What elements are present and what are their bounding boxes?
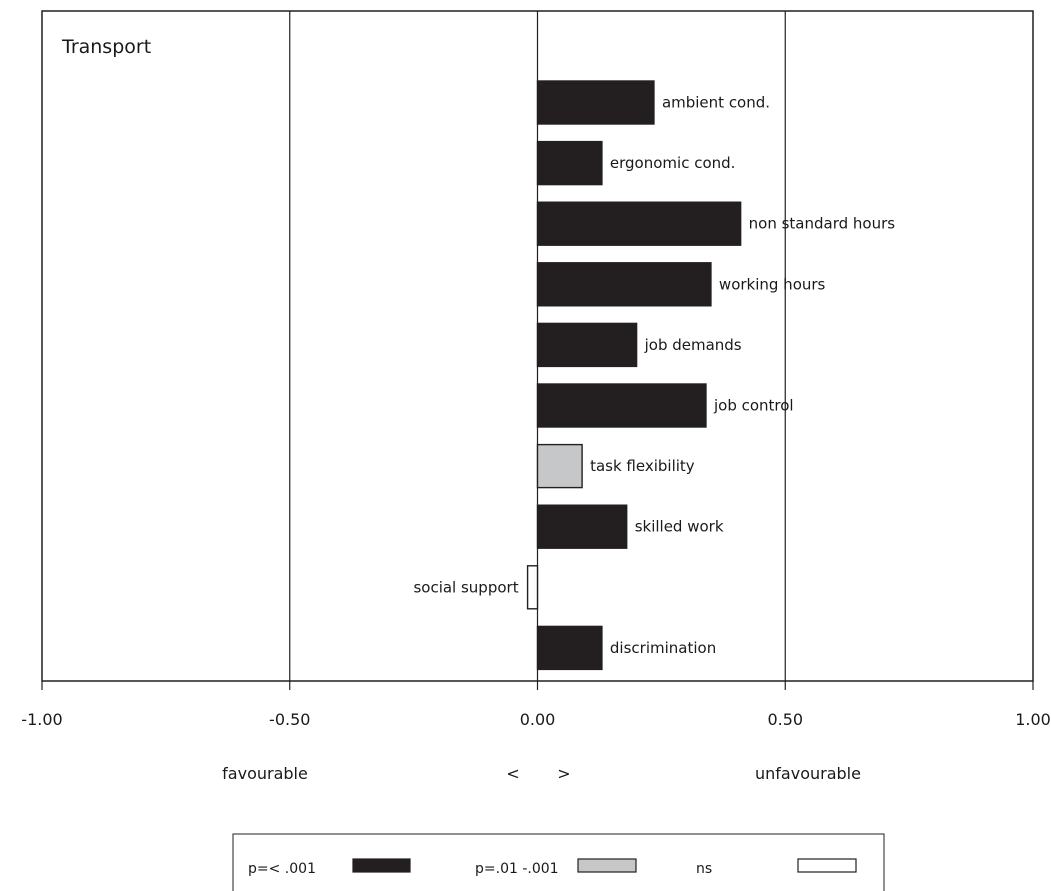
- bar-label: job control: [713, 397, 794, 415]
- bar: [536, 201, 742, 246]
- legend-swatch: [577, 858, 637, 873]
- bar-label: discrimination: [610, 639, 716, 657]
- bar: [536, 443, 583, 489]
- legend-swatch: [797, 858, 857, 873]
- bar-label: ambient cond.: [662, 94, 770, 112]
- bar: [536, 322, 638, 368]
- direction-right-label: unfavourable: [755, 764, 861, 783]
- bar: [536, 383, 707, 428]
- direction-less-symbol: <: [506, 764, 519, 783]
- bar: [526, 565, 539, 610]
- legend-label: p=< .001: [248, 861, 316, 877]
- bar-label: ergonomic cond.: [610, 154, 736, 172]
- bar: [536, 140, 603, 186]
- x-tick-label: 0.00: [520, 710, 556, 729]
- bar: [536, 80, 655, 125]
- legend-label: ns: [696, 861, 712, 877]
- legend-label: p=.01 -.001: [475, 861, 559, 877]
- bar-label: non standard hours: [749, 215, 896, 233]
- direction-greater-symbol: >: [557, 764, 570, 783]
- x-tick-label: 1.00: [1015, 710, 1051, 729]
- bar: [536, 625, 603, 671]
- bar-label: task flexibility: [590, 457, 695, 475]
- bar-label: skilled work: [635, 518, 724, 536]
- bar: [536, 262, 712, 307]
- legend-frame: [232, 833, 885, 891]
- bar-label: job demands: [644, 336, 742, 354]
- x-tick-label: -1.00: [21, 710, 62, 729]
- x-tick-label: -0.50: [269, 710, 310, 729]
- legend: p=< .001 p=.01 -.001 ns: [232, 833, 885, 891]
- bar: [536, 504, 628, 549]
- direction-left-label: favourable: [222, 764, 308, 783]
- legend-swatch: [352, 858, 411, 873]
- chart-title: Transport: [61, 36, 151, 58]
- bar-label: working hours: [719, 275, 826, 293]
- bar-label: social support: [413, 578, 518, 596]
- x-tick-label: 0.50: [767, 710, 803, 729]
